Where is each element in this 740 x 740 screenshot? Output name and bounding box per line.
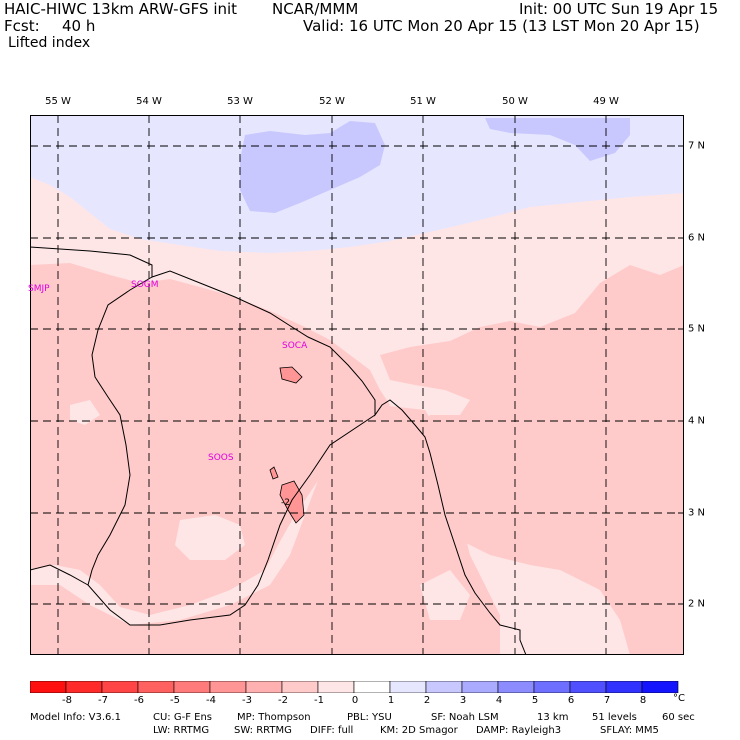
colorbar-label: 4 xyxy=(495,695,503,706)
colorbar-swatch xyxy=(353,681,391,693)
footer-item: DAMP: Rayleigh3 xyxy=(476,725,562,736)
colorbar-swatch xyxy=(281,681,319,693)
border-line xyxy=(30,564,89,586)
blue-region xyxy=(485,118,630,161)
lat-label: 5 N xyxy=(688,323,706,335)
lon-label: 54 W xyxy=(136,96,162,107)
colorbar-label: -2 xyxy=(278,695,288,706)
map-frame xyxy=(30,115,684,655)
light-patch xyxy=(175,515,245,560)
colorbar-swatch xyxy=(605,681,643,693)
pink-region xyxy=(30,405,500,655)
grid xyxy=(30,115,684,655)
colorbar-label: -4 xyxy=(206,695,216,706)
lat-label: 2 N xyxy=(688,598,706,610)
colorbar-label: -8 xyxy=(62,695,72,706)
colorbar-swatch xyxy=(533,681,571,693)
footer-item: SFLAY: MM5 xyxy=(600,725,659,736)
colorbar-swatch xyxy=(65,681,103,693)
colorbar xyxy=(30,681,679,693)
colorbar-swatch xyxy=(425,681,463,693)
pink-region xyxy=(380,265,684,655)
lon-label: 55 W xyxy=(45,96,71,107)
footer-item: SF: Noah LSM xyxy=(431,712,499,723)
colorbar-label: -6 xyxy=(134,695,144,706)
lon-label: 53 W xyxy=(227,96,253,107)
lat-label: 7 N xyxy=(688,140,706,152)
footer-item: DIFF: full xyxy=(310,725,354,736)
station-label: SMJP xyxy=(28,284,50,294)
colorbar-label: 2 xyxy=(423,695,431,706)
title-left: HAIC-HIWC 13km ARW-GFS init xyxy=(4,0,238,18)
footer-item: CU: G-F Ens xyxy=(153,712,213,723)
footer-item: SW: RRTMG xyxy=(234,725,292,736)
footer-item: Model Info: V3.6.1 xyxy=(30,712,121,723)
colorbar-swatch xyxy=(497,681,535,693)
footer-item: PBL: YSU xyxy=(347,712,392,723)
footer-item: KM: 2D Smagor xyxy=(380,725,458,736)
colorbar-label: 7 xyxy=(603,695,611,706)
colorbar-label: -7 xyxy=(98,695,108,706)
colorbar-swatch xyxy=(317,681,355,693)
contour-label: -2 xyxy=(281,498,290,508)
colorbar-swatch xyxy=(461,681,499,693)
lat-label: 3 N xyxy=(688,507,706,519)
lon-label: 52 W xyxy=(319,96,345,107)
footer-item: LW: RRTMG xyxy=(153,725,210,736)
lon-label: 51 W xyxy=(410,96,436,107)
lon-label: 49 W xyxy=(593,96,619,107)
footer-item: 60 sec xyxy=(662,712,695,723)
colorbar-swatch xyxy=(101,681,139,693)
colorbar-label: 5 xyxy=(531,695,539,706)
fcst-label: Fcst: xyxy=(4,17,40,35)
dark-pink-patch xyxy=(269,466,279,480)
colorbar-swatch xyxy=(209,681,247,693)
borders xyxy=(30,246,527,655)
colorbar-unit: °C xyxy=(673,693,685,704)
border-line xyxy=(87,276,376,626)
init-time: Init: 00 UTC Sun 19 Apr 15 xyxy=(519,0,719,18)
colorbar-label: -1 xyxy=(314,695,324,706)
lat-label: 6 N xyxy=(688,232,706,244)
colorbar-swatch xyxy=(245,681,283,693)
valid-time: Valid: 16 UTC Mon 20 Apr 15 (13 LST Mon … xyxy=(303,17,700,35)
colorbar-swatch xyxy=(569,681,607,693)
footer-item: 13 km xyxy=(537,712,569,723)
org-label: NCAR/MMM xyxy=(272,0,359,18)
colorbar-label: 0 xyxy=(351,695,359,706)
lifted-index-map xyxy=(30,115,684,655)
colorbar-swatch xyxy=(389,681,427,693)
station-label: SOOS xyxy=(208,453,234,463)
light-blue-region xyxy=(30,115,684,253)
colorbar-swatch xyxy=(30,681,67,693)
footer-item: MP: Thompson xyxy=(237,712,311,723)
colorbar-label: 3 xyxy=(459,695,467,706)
colorbar-swatch xyxy=(641,681,679,693)
fcst-value: 40 h xyxy=(62,17,96,35)
lat-label: 4 N xyxy=(688,415,706,427)
colorbar-swatch xyxy=(173,681,211,693)
footer-item: 51 levels xyxy=(592,712,637,723)
station-label: SOGM xyxy=(131,280,159,290)
dark-pink-patch xyxy=(279,366,303,384)
blue-region xyxy=(240,121,385,213)
lon-label: 50 W xyxy=(502,96,528,107)
light-patch xyxy=(70,400,100,425)
light-patch xyxy=(420,570,470,620)
colorbar-swatch xyxy=(137,681,175,693)
station-label: SOCA xyxy=(282,341,308,351)
light-patch xyxy=(530,577,580,610)
colorbar-label: 1 xyxy=(387,695,395,706)
colorbar-label: -5 xyxy=(170,695,180,706)
pink-region xyxy=(30,263,390,615)
field-name: Lifted index xyxy=(8,35,91,51)
colorbar-label: 6 xyxy=(567,695,575,706)
colorbar-label: -3 xyxy=(242,695,252,706)
colorbar-label: 8 xyxy=(639,695,647,706)
